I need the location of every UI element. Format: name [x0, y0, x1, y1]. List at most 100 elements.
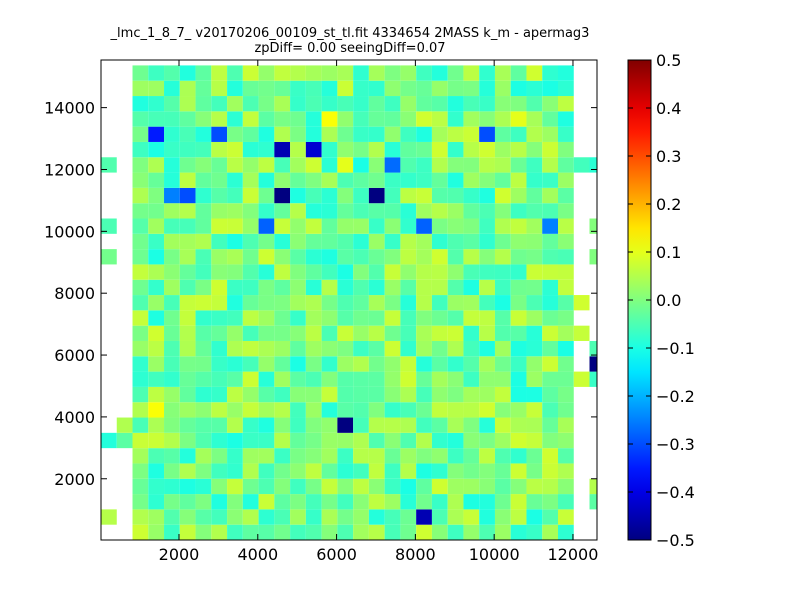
heatmap-cell	[526, 340, 543, 357]
heatmap-cell	[526, 432, 543, 449]
heatmap-cell	[400, 65, 417, 81]
heatmap-cell	[179, 126, 196, 142]
heatmap-cell	[164, 417, 180, 433]
y-tick-label: 6000	[54, 346, 95, 365]
heatmap-cell	[148, 509, 165, 525]
heatmap-cell	[164, 141, 180, 158]
heatmap-cell	[321, 524, 338, 540]
heatmap-cell	[242, 187, 259, 204]
heatmap-cell	[400, 356, 417, 372]
heatmap-cell	[290, 249, 306, 265]
heatmap-cell	[589, 340, 597, 357]
heatmap-cell	[447, 356, 464, 372]
heatmap-cell	[227, 218, 243, 234]
heatmap-cell	[368, 432, 385, 449]
heatmap-cell	[431, 218, 448, 234]
heatmap-cell	[179, 371, 196, 387]
x-tick-label: 4000	[237, 545, 278, 564]
heatmap-cell	[195, 386, 212, 403]
heatmap-cell	[227, 233, 243, 250]
heatmap-cell	[463, 264, 480, 280]
heatmap-cell	[384, 111, 401, 127]
heatmap-cell	[431, 111, 448, 127]
heatmap-cell	[558, 478, 574, 495]
heatmap-cell	[274, 80, 291, 97]
heatmap-cell	[384, 509, 401, 525]
heatmap-cell	[463, 141, 480, 158]
heatmap-cell	[132, 432, 149, 449]
heatmap-cell	[526, 65, 543, 81]
heatmap-cell	[542, 448, 558, 464]
heatmap-cell	[558, 340, 574, 357]
heatmap-cell	[179, 448, 196, 464]
heatmap-cell	[258, 264, 275, 280]
heatmap-cell	[242, 402, 259, 418]
heatmap-cell	[447, 172, 464, 188]
heatmap-cell	[416, 157, 432, 173]
heatmap-cell	[148, 417, 165, 433]
heatmap-cell	[510, 386, 527, 403]
heatmap-cell	[353, 203, 369, 219]
heatmap-cell	[132, 203, 149, 219]
heatmap-cell	[227, 386, 243, 403]
heatmap-cell	[416, 187, 432, 204]
heatmap-cell	[101, 432, 117, 449]
heatmap-cell	[384, 233, 401, 250]
heatmap-cell	[400, 233, 417, 250]
heatmap-cell	[242, 340, 259, 357]
heatmap-cell	[211, 478, 228, 495]
heatmap-cell	[148, 386, 165, 403]
heatmap-cell	[463, 249, 480, 265]
heatmap-cell	[416, 448, 432, 464]
heatmap-cell	[211, 157, 228, 173]
heatmap-cell	[494, 218, 511, 234]
heatmap-cell	[416, 218, 432, 234]
colorbar-tick-label: −0.3	[656, 435, 695, 454]
heatmap-cell	[227, 356, 243, 372]
heatmap-cell	[353, 386, 369, 403]
heatmap-cell	[542, 96, 558, 112]
heatmap-cell	[542, 218, 558, 234]
heatmap-cell	[431, 340, 448, 357]
heatmap-cell	[148, 356, 165, 372]
heatmap-cell	[447, 233, 464, 250]
heatmap-cell	[337, 340, 354, 357]
heatmap-cell	[274, 279, 291, 296]
heatmap-cell	[558, 494, 574, 510]
heatmap-cell	[416, 141, 432, 158]
heatmap-cell	[227, 65, 243, 81]
heatmap-cell	[431, 356, 448, 372]
heatmap-cell	[526, 371, 543, 387]
heatmap-cell	[526, 356, 543, 372]
heatmap-cell	[494, 402, 511, 418]
heatmap-cell	[416, 417, 432, 433]
heatmap-cell	[542, 295, 558, 311]
heatmap-cell	[494, 356, 511, 372]
heatmap-cell	[463, 340, 480, 357]
heatmap-cell	[416, 386, 432, 403]
heatmap-cell	[431, 463, 448, 479]
heatmap-cell	[431, 141, 448, 158]
heatmap-cell	[368, 249, 385, 265]
heatmap-cell	[400, 371, 417, 387]
heatmap-cell	[132, 356, 149, 372]
heatmap-cell	[431, 325, 448, 341]
heatmap-cell	[400, 448, 417, 464]
heatmap-cell	[242, 141, 259, 158]
heatmap-cell	[179, 478, 196, 495]
heatmap-cell	[558, 310, 574, 326]
heatmap-cell	[416, 432, 432, 449]
heatmap-cell	[431, 295, 448, 311]
heatmap-cell	[542, 203, 558, 219]
chart-title-line2: zpDiff= 0.00 seeingDiff=0.07	[254, 41, 445, 56]
heatmap-cell	[211, 402, 228, 418]
heatmap-cell	[211, 310, 228, 326]
heatmap-cell	[305, 509, 322, 525]
heatmap-cell	[195, 295, 212, 311]
heatmap-cell	[258, 340, 275, 357]
heatmap-cell	[211, 356, 228, 372]
heatmap-cell	[195, 356, 212, 372]
heatmap-cell	[558, 325, 574, 341]
heatmap-cell	[290, 386, 306, 403]
heatmap-cell	[258, 356, 275, 372]
